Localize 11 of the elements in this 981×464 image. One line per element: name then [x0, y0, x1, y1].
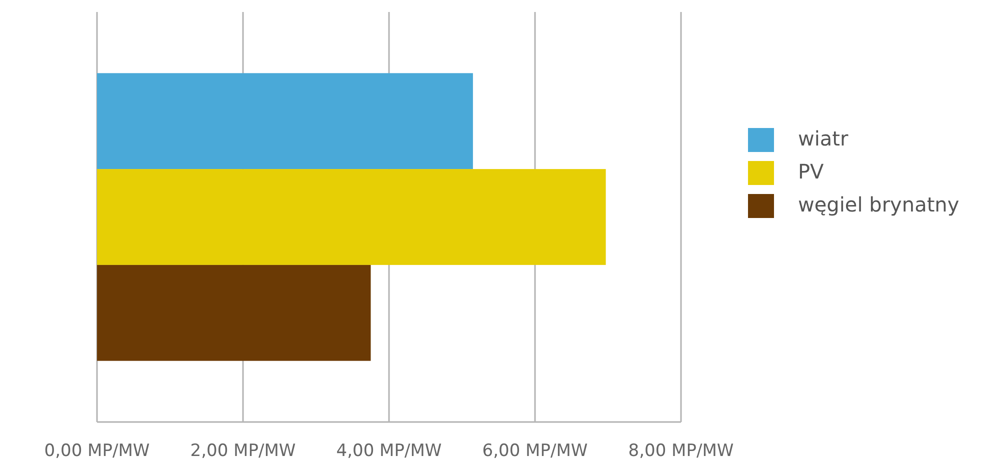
x-tick-label: 4,00 MP/MW — [336, 441, 442, 461]
bar — [97, 169, 606, 265]
x-tick-label: 2,00 MP/MW — [190, 441, 296, 461]
bar — [97, 73, 473, 170]
x-tick-label: 8,00 MP/MW — [628, 441, 734, 461]
x-tick-label: 0,00 MP/MW — [44, 441, 150, 461]
legend-label: PV — [798, 159, 824, 184]
legend-label: węgiel brynatny — [798, 192, 960, 216]
x-tick-label: 6,00 MP/MW — [482, 441, 588, 461]
legend-label: wiatr — [798, 126, 850, 150]
bar — [97, 264, 371, 361]
